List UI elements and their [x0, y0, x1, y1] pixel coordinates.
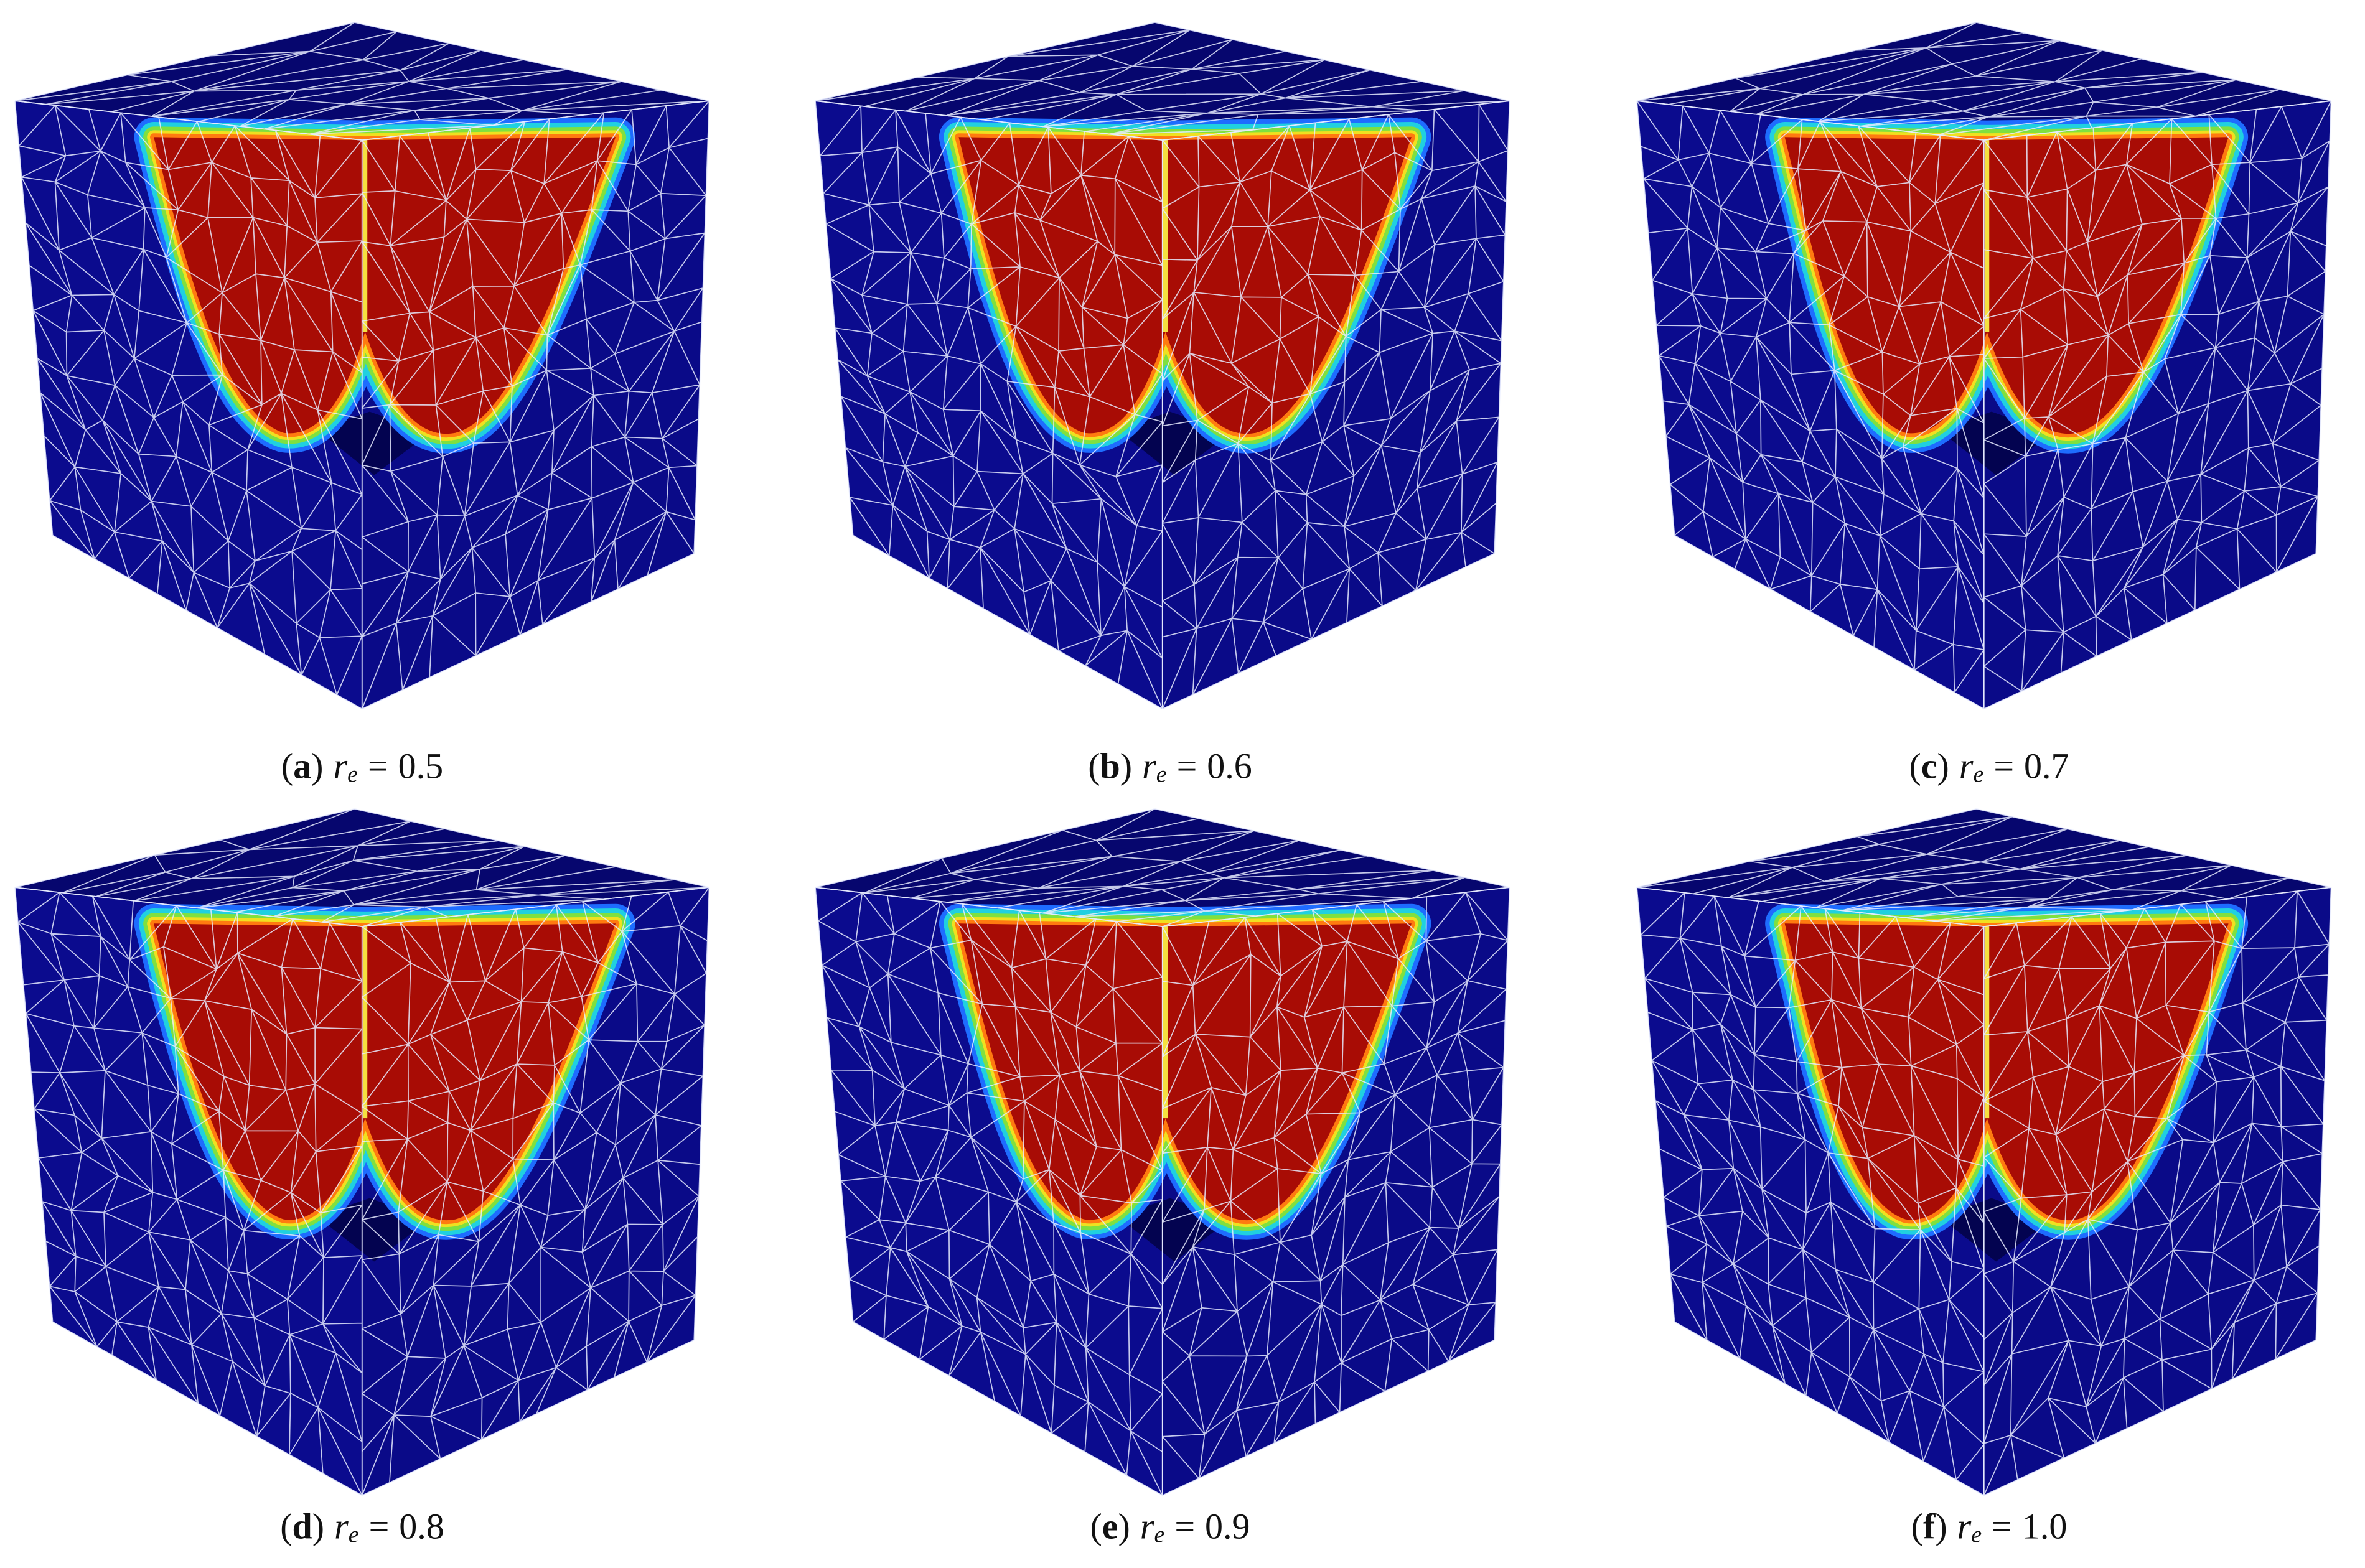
top-face [815, 809, 1510, 927]
caption-value: 0.8 [399, 1506, 444, 1547]
caption-paren: ( [1090, 1506, 1102, 1547]
caption-tag: c [1921, 745, 1937, 786]
field-core [154, 923, 616, 1221]
top-face [1637, 22, 2331, 141]
caption-variable: r [1140, 1506, 1154, 1547]
caption-equals: = [1993, 745, 2015, 786]
cube-panel [1636, 22, 2332, 710]
cube-panel [14, 22, 710, 710]
top-face [15, 22, 710, 141]
caption-subscript: e [1971, 1521, 1982, 1548]
caption-variable: r [334, 1506, 349, 1547]
caption-subscript: e [347, 761, 358, 788]
mesh-lines [815, 808, 1510, 927]
mesh-lines [14, 22, 710, 141]
caption-subscript: e [1154, 1521, 1165, 1548]
caption-paren: ( [1911, 1506, 1923, 1547]
caption-variable: r [1959, 745, 1974, 786]
caption: (b) re = 0.6 [1088, 745, 1252, 788]
caption: (d) re = 0.8 [280, 1506, 444, 1549]
cube-panel [1636, 808, 2332, 1496]
caption-paren: ( [1088, 745, 1100, 786]
cube-panel [14, 808, 710, 1496]
caption-paren: ) [1935, 1506, 1947, 1547]
caption-value: 0.6 [1207, 745, 1252, 786]
caption-value: 0.9 [1205, 1506, 1250, 1547]
mesh-lines [14, 808, 710, 927]
mesh-lines [1636, 808, 2331, 927]
field-core [154, 137, 616, 434]
caption-subscript: e [1973, 761, 1984, 788]
caption-subscript: e [348, 1521, 359, 1548]
caption-paren: ( [280, 1506, 293, 1547]
caption-equals: = [1992, 1506, 2012, 1547]
caption-equals: = [368, 1506, 390, 1547]
caption-variable: r [333, 745, 348, 786]
caption-equals: = [1174, 1506, 1196, 1547]
mesh-lines [815, 22, 1510, 141]
cube-panel [815, 808, 1510, 1496]
caption-subscript: e [1156, 761, 1167, 788]
caption-value: 0.7 [2024, 745, 2069, 786]
field-core [958, 923, 1412, 1221]
caption-value: 0.5 [398, 745, 444, 786]
mesh-lines [1636, 22, 2331, 141]
caption-paren: ) [1118, 1506, 1130, 1547]
caption-paren: ) [1120, 745, 1133, 786]
caption: (a) re = 0.5 [281, 745, 443, 788]
caption-paren: ) [312, 1506, 325, 1547]
top-face [1637, 809, 2331, 927]
caption-variable: r [1142, 745, 1156, 786]
field-core [958, 137, 1412, 434]
caption-paren: ( [281, 745, 294, 786]
caption-value: 1.0 [2021, 1506, 2068, 1547]
field-core [1784, 923, 2229, 1221]
caption-paren: ) [311, 745, 324, 786]
caption-tag: b [1100, 745, 1120, 786]
caption-tag: d [292, 1506, 312, 1547]
caption-tag: e [1102, 1506, 1118, 1547]
caption: (e) re = 0.9 [1090, 1506, 1250, 1549]
caption-paren: ) [1937, 745, 1949, 786]
caption: (c) re = 0.7 [1909, 745, 2069, 788]
caption-paren: ( [1909, 745, 1921, 786]
cube-panel [815, 22, 1510, 710]
caption-tag: a [293, 745, 312, 786]
caption-tag: f [1923, 1506, 1936, 1547]
top-face [15, 809, 710, 927]
caption-equals: = [1176, 745, 1197, 786]
caption-equals: = [367, 745, 388, 786]
caption-variable: r [1957, 1506, 1972, 1547]
caption: (f) re = 1.0 [1911, 1506, 2068, 1549]
